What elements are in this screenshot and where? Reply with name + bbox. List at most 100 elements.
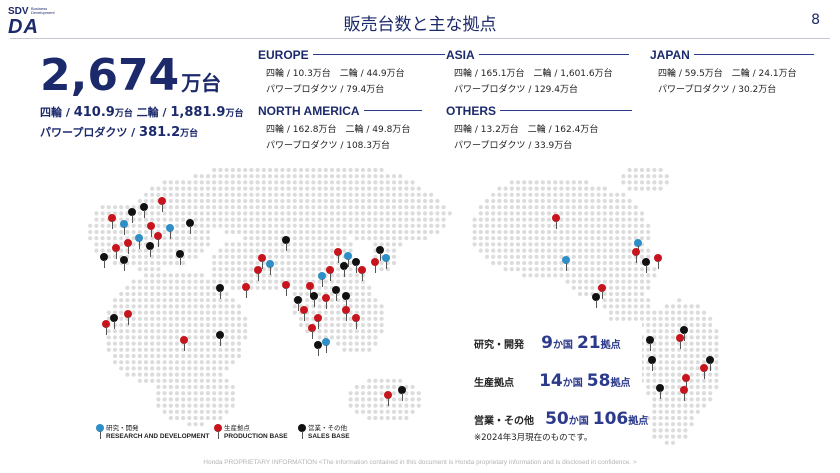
map-dot (522, 242, 527, 247)
map-dot (565, 279, 570, 284)
map-dot (236, 180, 242, 185)
production-base-pin-icon (124, 310, 132, 326)
map-dot (131, 236, 136, 241)
map-dot (633, 285, 638, 290)
map-dot (212, 205, 217, 210)
map-dot (236, 217, 242, 222)
header-divider (10, 38, 830, 39)
map-dot (205, 279, 211, 284)
map-dot (156, 205, 161, 210)
map-dot (379, 205, 384, 210)
map-dot (584, 242, 589, 247)
map-dot (286, 260, 291, 266)
map-dot (497, 205, 502, 210)
region-row-1: 四輪 / 10.3万台 二輪 / 44.9万台 (266, 69, 405, 79)
map-dot (391, 242, 397, 247)
map-dot (360, 186, 366, 191)
map-dot (317, 242, 322, 247)
map-dot (571, 192, 576, 197)
region-rule (312, 54, 445, 55)
map-dot (571, 273, 576, 278)
map-dot (100, 242, 105, 247)
sales-base-pin-icon (376, 246, 384, 262)
production-base-pin-icon (680, 386, 688, 402)
stat-base-count: 106 (592, 409, 629, 429)
map-dot (199, 205, 204, 210)
map-dot (230, 180, 235, 185)
map-dot (94, 217, 99, 222)
map-dot (162, 229, 167, 235)
map-dot (565, 205, 570, 210)
map-dot (218, 180, 223, 185)
map-dot (546, 217, 552, 222)
map-dot (137, 279, 142, 284)
map-dot (156, 273, 161, 278)
power-products-value: 381.2 (139, 125, 181, 140)
map-dot (497, 260, 502, 266)
map-dot (236, 211, 242, 216)
map-dot (249, 254, 254, 259)
map-dot (565, 248, 570, 253)
map-dot (596, 205, 601, 210)
map-dot (584, 192, 589, 197)
map-dot (156, 211, 161, 216)
map-dot (193, 198, 198, 204)
map-dot (522, 223, 527, 228)
date-note: ※2024年3月現在のものです。 (474, 433, 593, 443)
map-dot (435, 223, 440, 228)
map-dot (509, 217, 514, 222)
map-dot (274, 198, 279, 204)
map-dot (261, 167, 266, 173)
map-dot (367, 217, 372, 222)
map-dot (187, 242, 192, 247)
region-row-1: 四輪 / 165.1万台 二輪 / 1,601.6万台 (454, 69, 613, 79)
map-dot (323, 242, 328, 247)
map-dot (162, 211, 167, 216)
map-dot (162, 223, 167, 228)
region-row-2: パワープロダクツ / 108.3万台 (266, 141, 390, 151)
map-dot (112, 260, 118, 266)
map-dot (100, 211, 105, 216)
map-dot (484, 248, 490, 253)
sales-base-pin-icon (706, 356, 714, 372)
map-dot (342, 186, 347, 191)
map-dot (336, 267, 341, 272)
sales-base-pin-icon (140, 203, 148, 219)
map-dot (311, 248, 316, 253)
map-dot (249, 248, 254, 253)
map-dot (317, 198, 322, 204)
map-dot (193, 217, 198, 222)
sales-base-pin-icon (340, 262, 348, 278)
map-dot (261, 279, 266, 284)
map-dot (509, 211, 514, 216)
map-dot (627, 279, 632, 284)
map-dot (292, 186, 297, 191)
map-dot (528, 242, 533, 247)
map-dot (379, 192, 384, 197)
map-dot (119, 242, 124, 247)
map-dot (646, 285, 651, 290)
map-dot (429, 217, 434, 222)
map-dot (553, 260, 558, 266)
map-dot (112, 236, 118, 241)
map-dot (267, 254, 273, 259)
map-dot (236, 267, 242, 272)
map-dot (205, 285, 211, 290)
map-dot (596, 211, 601, 216)
map-dot (522, 229, 527, 235)
map-dot (379, 229, 384, 235)
map-dot (577, 192, 583, 197)
map-dot (590, 229, 595, 235)
map-dot (391, 205, 397, 210)
legend-jp: 研究・開発 (106, 424, 139, 432)
map-dot (422, 192, 428, 197)
map-dot (509, 248, 514, 253)
sales-base-pin-icon (646, 336, 654, 352)
map-dot (199, 285, 204, 290)
map-dot (342, 217, 347, 222)
map-dot (249, 285, 254, 290)
map-dot (255, 248, 260, 253)
region-row-1: 四輪 / 162.8万台 二輪 / 49.8万台 (266, 125, 411, 135)
map-dot (503, 254, 508, 259)
